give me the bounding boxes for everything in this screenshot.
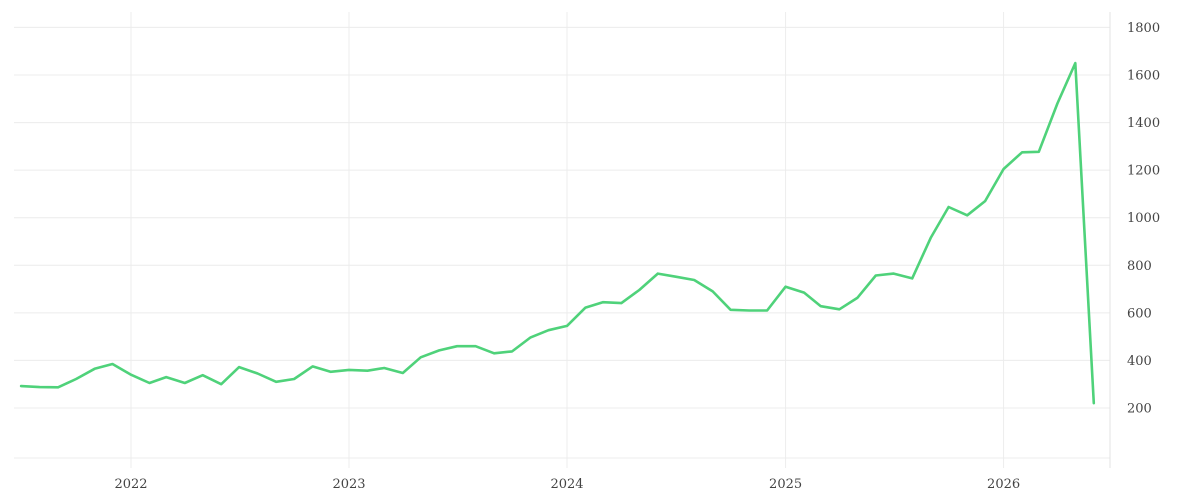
- x-tick-label: 2022: [114, 477, 147, 492]
- x-tick-label: 2025: [769, 477, 802, 492]
- grid: [14, 12, 1110, 468]
- y-tick-label: 800: [1127, 259, 1152, 274]
- series-line: [19, 61, 1096, 405]
- x-tick-label: 2023: [332, 477, 365, 492]
- y-tick-label: 1800: [1127, 21, 1160, 36]
- y-tick-label: 1400: [1127, 116, 1160, 131]
- x-tick-label: 2026: [987, 477, 1020, 492]
- y-tick-label: 200: [1127, 402, 1152, 417]
- y-tick-label: 1600: [1127, 69, 1160, 84]
- tick-labels: 200 400 600 800 1000 1200 1400 1600 1800 2022 2023…: [114, 21, 1160, 492]
- x-tick-label: 2024: [550, 477, 583, 492]
- y-tick-label: 1200: [1127, 164, 1160, 179]
- y-tick-label: 400: [1127, 354, 1152, 369]
- y-tick-label: 600: [1127, 306, 1152, 321]
- series-layer: [19, 61, 1096, 405]
- y-tick-label: 1000: [1127, 211, 1160, 226]
